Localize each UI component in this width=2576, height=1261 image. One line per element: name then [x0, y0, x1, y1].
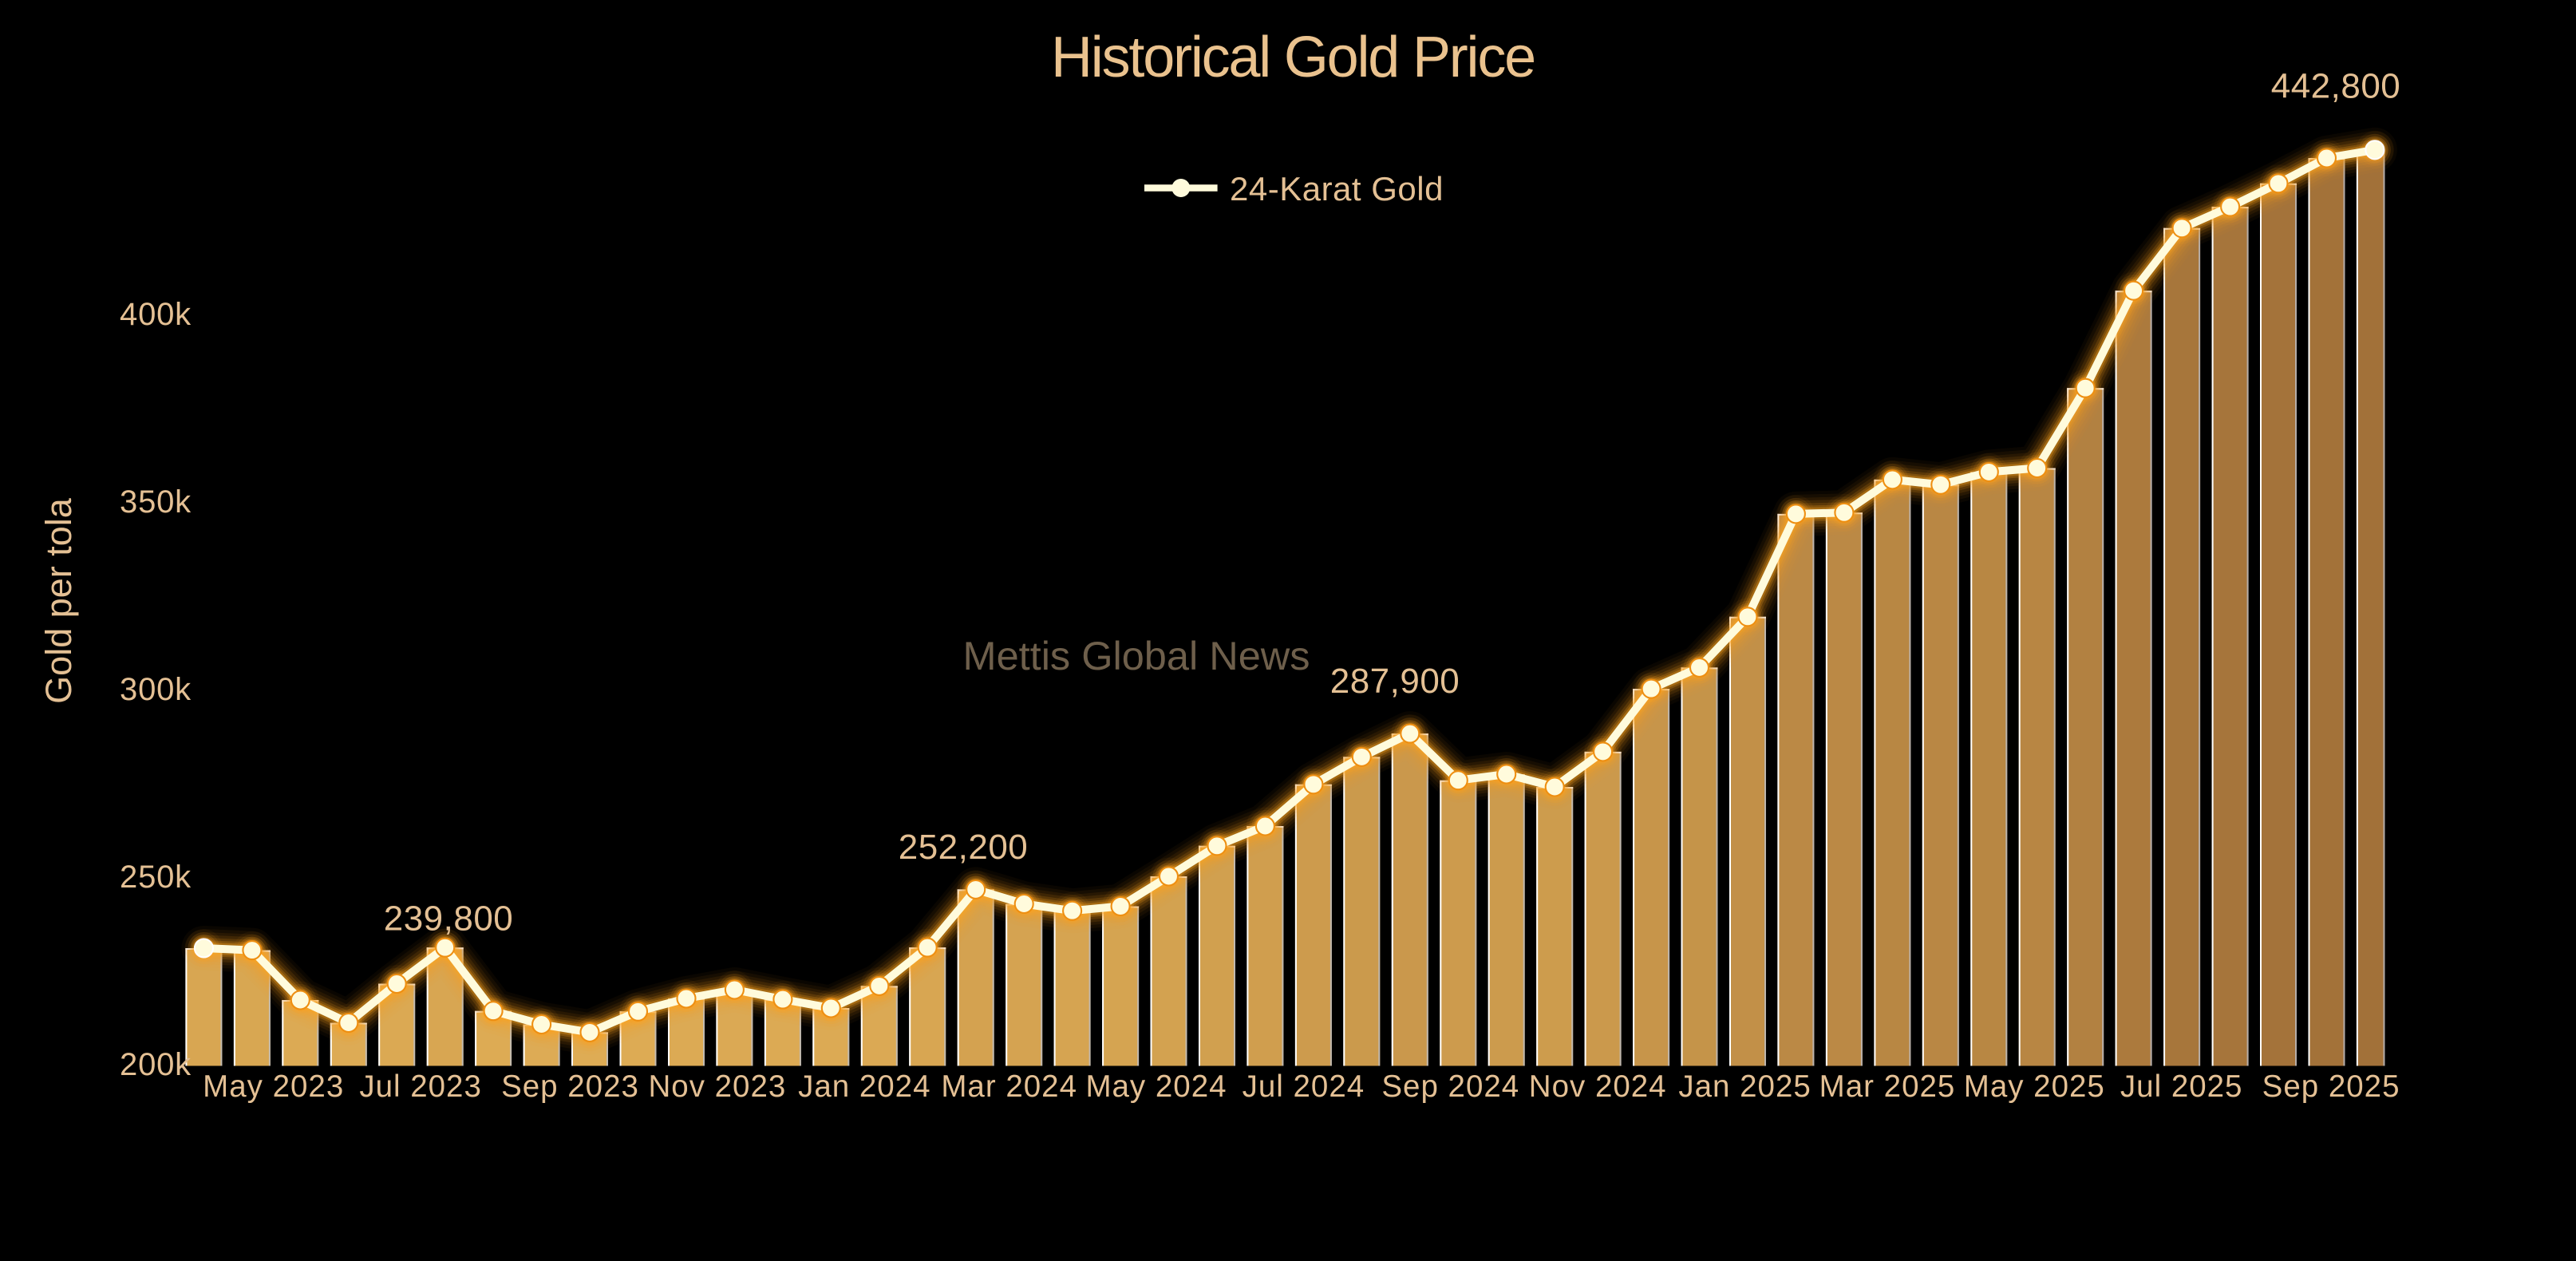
svg-text:Mar 2024: Mar 2024: [941, 1069, 1077, 1104]
svg-text:Mar 2025: Mar 2025: [1819, 1069, 1956, 1104]
svg-text:Sep 2025: Sep 2025: [2262, 1069, 2400, 1104]
svg-text:Jul 2023: Jul 2023: [359, 1069, 482, 1104]
svg-text:Sep 2024: Sep 2024: [1381, 1069, 1519, 1104]
svg-text:Jul 2024: Jul 2024: [1243, 1069, 1365, 1104]
svg-text:24-Karat Gold: 24-Karat Gold: [1230, 170, 1444, 208]
svg-text:Sep 2023: Sep 2023: [501, 1069, 639, 1104]
svg-text:300k: 300k: [120, 672, 192, 707]
svg-text:Nov 2024: Nov 2024: [1529, 1069, 1667, 1104]
svg-text:350k: 350k: [120, 484, 192, 520]
svg-text:400k: 400k: [120, 297, 192, 332]
svg-text:239,800: 239,800: [384, 899, 514, 939]
svg-text:Nov 2023: Nov 2023: [648, 1069, 786, 1104]
svg-text:Gold per tola: Gold per tola: [38, 497, 79, 704]
svg-text:May 2024: May 2024: [1085, 1069, 1227, 1104]
svg-text:Jan 2024: Jan 2024: [798, 1069, 930, 1104]
svg-text:252,200: 252,200: [899, 828, 1029, 867]
svg-text:200k: 200k: [120, 1047, 192, 1082]
svg-text:Mettis Global News: Mettis Global News: [963, 633, 1310, 678]
svg-text:May 2023: May 2023: [203, 1069, 344, 1104]
svg-text:442,800: 442,800: [2271, 67, 2401, 106]
svg-text:250k: 250k: [120, 860, 192, 895]
svg-text:May 2025: May 2025: [1964, 1069, 2105, 1104]
svg-text:Jan 2025: Jan 2025: [1678, 1069, 1811, 1104]
svg-text:Historical Gold Price: Historical Gold Price: [1051, 26, 1535, 89]
svg-text:Jul 2025: Jul 2025: [2120, 1069, 2243, 1104]
svg-text:287,900: 287,900: [1330, 662, 1460, 701]
